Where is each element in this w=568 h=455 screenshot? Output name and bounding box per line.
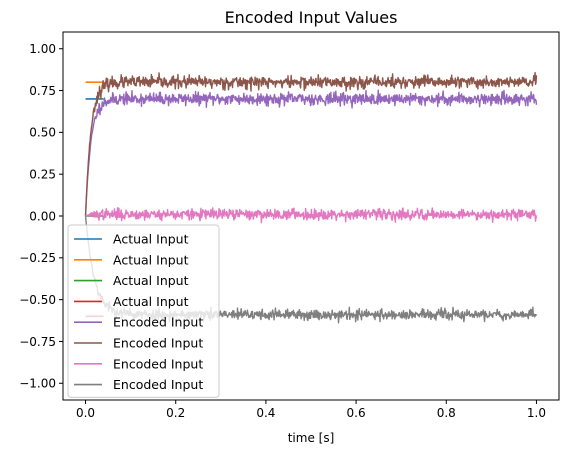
y-axis: −1.00 −0.75 −0.50 −0.25 0.00 0.25 0.50 0.75 1.00 [19,42,63,391]
y-tick-label: −1.00 [19,377,56,391]
series-line-7 [86,208,537,223]
legend-label: Actual Input [113,232,189,247]
x-tick-label: 0.8 [437,406,456,420]
series-line-5 [86,90,537,216]
legend-label: Actual Input [113,273,189,288]
legend-label: Actual Input [113,252,189,267]
legend-label: Encoded Input [113,336,203,351]
x-tick-label: 0.4 [256,406,275,420]
chart-title: Encoded Input Values [225,8,398,27]
y-tick-label: 0.00 [29,209,56,223]
y-tick-label: −0.50 [19,293,56,307]
x-tick-label: 0.0 [76,406,95,420]
legend-box [68,225,219,397]
legend: Actual Input Actual Input Actual Input Actu… [68,225,219,397]
legend-label: Actual Input [113,294,189,309]
x-axis-label: time [s] [288,431,335,445]
legend-label: Encoded Input [113,377,203,392]
x-tick-label: 0.2 [166,406,185,420]
x-tick-label: 0.6 [347,406,366,420]
y-tick-label: −0.25 [19,251,56,265]
y-tick-label: 1.00 [29,42,56,56]
x-tick-label: 1.0 [527,406,546,420]
y-tick-label: 0.50 [29,126,56,140]
y-tick-label: 0.75 [29,84,56,98]
legend-label: Encoded Input [113,356,203,371]
legend-label: Encoded Input [113,315,203,330]
x-axis: 0.0 0.2 0.4 0.6 0.8 1.0 [76,400,546,420]
y-tick-label: 0.25 [29,167,56,181]
y-tick-label: −0.75 [19,335,56,349]
